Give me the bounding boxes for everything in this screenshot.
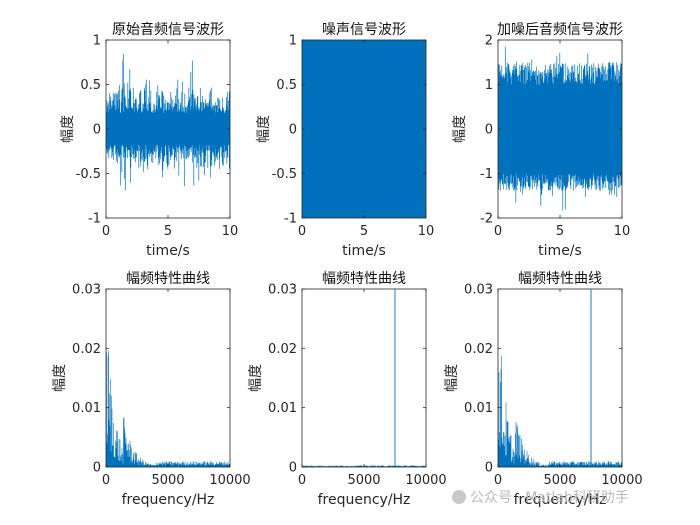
y-tick-label: -2 bbox=[480, 212, 493, 227]
x-tick-label: 10000 bbox=[209, 473, 250, 488]
y-tick-label: 0 bbox=[485, 461, 493, 476]
x-tick-label: 5000 bbox=[347, 473, 380, 488]
x-tick-label: 10000 bbox=[405, 473, 446, 488]
x-tick-label: 0 bbox=[102, 224, 110, 239]
y-tick-label: 0.5 bbox=[276, 78, 297, 93]
x-tick-label: 5000 bbox=[151, 473, 184, 488]
subplot-4: 0 5000 10000 0 0.01 0.02 0.03 幅频特性曲线 frequency/H… bbox=[52, 271, 251, 508]
y-tick-label: 1 bbox=[485, 78, 493, 93]
waveform-core bbox=[498, 95, 622, 167]
y-tick-label: 2 bbox=[485, 34, 493, 49]
noise-fill bbox=[302, 40, 426, 218]
series-trace bbox=[498, 46, 622, 211]
x-tick-label: 10 bbox=[614, 224, 631, 239]
x-axis-label: frequency/Hz bbox=[318, 492, 411, 508]
y-tick-label: 0.03 bbox=[72, 283, 101, 298]
y-axis-label: 幅度 bbox=[60, 115, 76, 143]
x-tick-label: 0 bbox=[102, 473, 110, 488]
y-tick-label: 0.03 bbox=[268, 283, 297, 298]
x-axis-label: frequency/Hz bbox=[122, 492, 215, 508]
series-trace bbox=[106, 350, 230, 467]
axes-box bbox=[497, 288, 623, 468]
x-axis-label: time/s bbox=[538, 243, 582, 259]
x-tick-label: 0 bbox=[298, 473, 306, 488]
x-tick-label: 10 bbox=[222, 224, 239, 239]
chart-title: 原始音频信号波形 bbox=[112, 21, 224, 38]
subplot-6: 0 5000 10000 0 0.01 0.02 0.03 幅频特性曲线 frequency/H… bbox=[444, 271, 643, 508]
spectrum-path bbox=[106, 350, 230, 467]
x-tick-label: 10 bbox=[418, 224, 435, 239]
y-tick-label: 0 bbox=[289, 461, 297, 476]
y-tick-label: 1 bbox=[289, 34, 297, 49]
subplot-3: 0 5 10 -2 -1 0 1 2 加噪后音频信号波形 time/s 幅度 bbox=[452, 21, 630, 259]
chart-title: 幅频特性曲线 bbox=[126, 271, 210, 287]
x-axis-label: frequency/Hz bbox=[514, 492, 607, 508]
y-tick-label: 1 bbox=[93, 34, 101, 49]
y-tick-label: -1 bbox=[480, 167, 493, 182]
subplot-2: 0 5 10 -1 -0.5 0 0.5 1 噪声信号波形 time/s 幅度 bbox=[256, 22, 434, 259]
y-axis-label: 幅度 bbox=[452, 115, 468, 143]
chart-title: 幅频特性曲线 bbox=[322, 271, 406, 287]
chart-title: 加噪后音频信号波形 bbox=[497, 21, 623, 38]
chart-title: 幅频特性曲线 bbox=[518, 271, 602, 287]
y-tick-label: 0.01 bbox=[464, 401, 493, 416]
y-tick-label: 0.03 bbox=[464, 283, 493, 298]
series-trace bbox=[106, 53, 230, 191]
x-tick-label: 0 bbox=[494, 224, 502, 239]
y-tick-label: 0.02 bbox=[464, 342, 493, 357]
y-tick-label: 0 bbox=[93, 123, 101, 138]
series-trace bbox=[302, 289, 426, 467]
x-tick-label: 10000 bbox=[601, 473, 642, 488]
x-tick-label: 0 bbox=[494, 473, 502, 488]
y-axis-label: 幅度 bbox=[248, 364, 264, 392]
y-tick-label: -1 bbox=[88, 212, 101, 227]
subplot-1: 0 5 10 -1 -0.5 0 0.5 1 原始音频信号波形 time/s 幅度 bbox=[60, 21, 238, 259]
watermark: 公众号 · Matlab科研助手 bbox=[452, 487, 629, 507]
y-tick-label: 0.02 bbox=[268, 342, 297, 357]
y-axis-label: 幅度 bbox=[256, 115, 272, 143]
series-trace bbox=[302, 40, 426, 218]
x-tick-label: 5 bbox=[556, 224, 564, 239]
subplot-5: 0 5000 10000 0 0.01 0.02 0.03 幅频特性曲线 frequency/H… bbox=[248, 271, 447, 508]
x-tick-label: 5 bbox=[360, 224, 368, 239]
y-axis-label: 幅度 bbox=[444, 364, 460, 392]
y-tick-label: 0.01 bbox=[72, 401, 101, 416]
chart-title: 噪声信号波形 bbox=[322, 22, 406, 38]
y-tick-label: 0.02 bbox=[72, 342, 101, 357]
x-tick-label: 5000 bbox=[543, 473, 576, 488]
x-axis-label: time/s bbox=[146, 243, 190, 259]
y-tick-label: 0.01 bbox=[268, 401, 297, 416]
y-tick-label: 0.5 bbox=[80, 78, 101, 93]
y-tick-label: -0.5 bbox=[272, 167, 297, 182]
waveform-core bbox=[106, 118, 230, 140]
y-tick-label: -0.5 bbox=[76, 167, 101, 182]
axes-box bbox=[301, 288, 427, 468]
y-tick-label: 0 bbox=[485, 123, 493, 138]
x-tick-label: 0 bbox=[298, 224, 306, 239]
wechat-icon bbox=[452, 490, 466, 504]
watermark-text: 公众号 · Matlab科研助手 bbox=[470, 490, 629, 506]
y-axis-label: 幅度 bbox=[52, 364, 68, 392]
y-tick-label: 0 bbox=[93, 461, 101, 476]
spectrum-path bbox=[498, 355, 622, 467]
x-tick-label: 5 bbox=[164, 224, 172, 239]
series-trace bbox=[498, 289, 622, 467]
x-axis-label: time/s bbox=[342, 243, 386, 259]
y-tick-label: -1 bbox=[284, 212, 297, 227]
y-tick-label: 0 bbox=[289, 123, 297, 138]
